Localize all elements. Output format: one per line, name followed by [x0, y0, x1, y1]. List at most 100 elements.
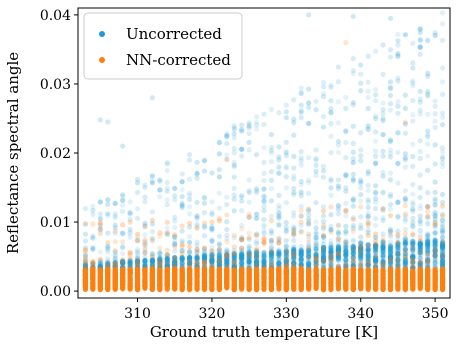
data-point-uncorrected — [432, 209, 438, 215]
data-point-uncorrected — [306, 260, 312, 266]
data-point-uncorrected — [276, 192, 282, 198]
data-point-uncorrected — [268, 198, 275, 204]
data-point-uncorrected — [425, 70, 431, 76]
data-point-uncorrected — [224, 260, 230, 266]
data-point-uncorrected — [157, 257, 163, 263]
data-point-uncorrected — [201, 252, 208, 258]
data-point-uncorrected — [283, 185, 289, 191]
data-point-uncorrected — [172, 254, 178, 261]
data-point-uncorrected — [343, 257, 349, 263]
data-point-uncorrected — [231, 259, 237, 265]
data-point-uncorrected — [97, 259, 103, 265]
data-point-uncorrected — [120, 258, 126, 264]
data-point-uncorrected — [328, 176, 334, 182]
data-point-nn-corrected — [253, 233, 260, 239]
data-point-uncorrected — [157, 250, 163, 256]
data-point-uncorrected — [224, 134, 230, 140]
data-point-uncorrected — [373, 148, 379, 154]
data-point-uncorrected — [172, 261, 178, 267]
data-point-uncorrected — [239, 251, 245, 257]
data-point-uncorrected — [179, 256, 185, 262]
data-point-uncorrected — [231, 196, 237, 202]
data-point-uncorrected — [120, 197, 126, 204]
data-point-uncorrected — [239, 237, 245, 243]
data-point-uncorrected — [239, 253, 245, 259]
data-point-uncorrected — [380, 153, 386, 159]
data-point-uncorrected — [425, 231, 431, 237]
data-point-uncorrected — [216, 256, 222, 262]
data-point-nn-corrected — [201, 276, 208, 283]
data-point-nn-corrected — [179, 223, 185, 229]
data-point-uncorrected — [239, 251, 245, 258]
data-point-uncorrected — [261, 253, 267, 259]
data-point-uncorrected — [164, 261, 170, 267]
data-point-uncorrected — [358, 185, 364, 191]
data-point-nn-corrected — [283, 257, 289, 263]
data-point-nn-corrected — [239, 226, 245, 232]
data-point-uncorrected — [253, 126, 260, 132]
data-point-uncorrected — [142, 258, 148, 264]
data-point-uncorrected — [373, 129, 379, 135]
data-point-uncorrected — [187, 157, 193, 163]
data-point-uncorrected — [127, 259, 133, 265]
data-point-nn-corrected — [134, 283, 141, 289]
data-point-uncorrected — [253, 152, 260, 158]
data-point-uncorrected — [201, 256, 208, 263]
data-point-uncorrected — [194, 256, 200, 262]
data-point-nn-corrected — [253, 264, 260, 271]
data-point-nn-corrected — [134, 231, 141, 237]
data-point-uncorrected — [387, 191, 394, 198]
data-point-uncorrected — [365, 215, 371, 221]
data-point-uncorrected — [164, 262, 170, 268]
data-point-uncorrected — [112, 215, 118, 221]
data-point-uncorrected — [387, 84, 394, 91]
data-point-uncorrected — [164, 252, 170, 258]
data-point-uncorrected — [105, 263, 111, 269]
data-point-nn-corrected — [187, 244, 193, 250]
data-point-nn-corrected — [179, 279, 185, 285]
data-point-uncorrected — [179, 248, 185, 254]
data-point-uncorrected — [239, 260, 245, 266]
data-point-uncorrected — [105, 230, 111, 236]
data-point-uncorrected — [194, 159, 200, 165]
data-point-uncorrected — [97, 199, 103, 205]
data-point-uncorrected — [216, 253, 222, 259]
data-point-uncorrected — [410, 199, 416, 205]
data-point-uncorrected — [395, 99, 401, 105]
data-point-uncorrected — [246, 259, 252, 265]
data-point-uncorrected — [373, 116, 379, 122]
data-point-uncorrected — [306, 12, 312, 18]
data-point-uncorrected — [261, 194, 267, 200]
data-point-uncorrected — [276, 247, 282, 253]
data-point-uncorrected — [194, 213, 200, 220]
data-point-uncorrected — [187, 262, 193, 269]
data-point-uncorrected — [216, 167, 222, 173]
data-point-uncorrected — [417, 227, 423, 233]
data-point-uncorrected — [201, 248, 208, 255]
data-point-uncorrected — [216, 190, 222, 196]
data-point-nn-corrected — [112, 263, 118, 269]
data-point-nn-corrected — [164, 266, 170, 272]
data-point-uncorrected — [268, 186, 275, 192]
data-point-uncorrected — [261, 177, 267, 184]
data-point-uncorrected — [201, 261, 208, 267]
data-point-uncorrected — [417, 172, 423, 178]
data-point-nn-corrected — [112, 273, 118, 279]
data-point-uncorrected — [149, 257, 155, 263]
data-point-uncorrected — [373, 48, 379, 54]
data-point-uncorrected — [120, 260, 126, 266]
data-point-uncorrected — [209, 259, 215, 265]
data-point-uncorrected — [224, 259, 230, 265]
data-point-uncorrected — [358, 71, 364, 77]
data-point-uncorrected — [283, 220, 289, 226]
data-point-uncorrected — [90, 207, 96, 213]
data-point-uncorrected — [439, 121, 446, 128]
data-point-uncorrected — [298, 193, 304, 199]
data-point-uncorrected — [201, 258, 208, 265]
data-point-uncorrected — [343, 223, 349, 229]
data-point-uncorrected — [231, 261, 237, 267]
data-point-uncorrected — [149, 261, 155, 267]
data-point-uncorrected — [224, 259, 230, 265]
data-point-uncorrected — [187, 152, 193, 158]
data-point-nn-corrected — [187, 220, 193, 226]
